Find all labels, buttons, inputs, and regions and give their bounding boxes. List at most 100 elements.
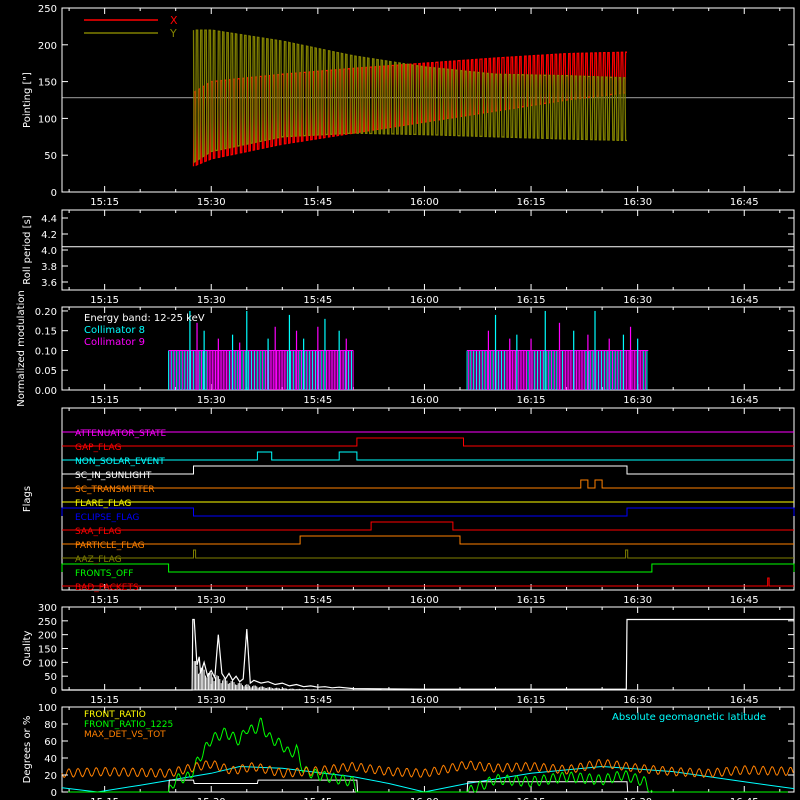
x-tick-label: 15:45 [303, 595, 332, 606]
x-tick-label: 15:30 [197, 295, 226, 306]
x-tick-label: 16:45 [730, 197, 759, 208]
x-tick-label: 16:15 [517, 695, 546, 706]
y-axis-label: Pointing ["] [22, 72, 33, 128]
flag-saa_flag-line [62, 521, 794, 531]
modulation-frame [61, 306, 795, 391]
y-tick-label: 0.15 [35, 327, 57, 338]
x-tick-label: 15:15 [90, 395, 119, 406]
y-axis-label: Degrees or % [22, 716, 33, 784]
x-tick-label: 15:15 [90, 295, 119, 306]
y-tick-label: 0.00 [35, 386, 57, 397]
flags-plot [61, 431, 795, 587]
x-tick-label: 16:15 [517, 295, 546, 306]
y-tick-label: 60 [44, 737, 57, 748]
flag-fronts_off-line [61, 563, 795, 573]
x-tick-label: 16:00 [410, 695, 439, 706]
x-tick-label: 16:30 [623, 295, 652, 306]
modulation-axes: 15:15 15:30 15:45 16:00 16:15 16:30 16:45 0.00 0… [16, 290, 795, 407]
flags-axes: 15:15 15:30 15:45 16:00 16:15 16:30 16:45 Flags… [22, 407, 795, 606]
x-tick-label: 15:30 [197, 695, 226, 706]
quality-plot [62, 618, 794, 691]
x-tick-label: 15:15 [90, 797, 119, 800]
flag-label: SAA_FLAG [75, 527, 121, 537]
y-tick-label: 3.8 [41, 262, 57, 273]
x-tick-label: 16:45 [730, 595, 759, 606]
y-tick-label: 200 [38, 41, 57, 52]
flag-label: ATTENUATOR_STATE [75, 429, 167, 439]
x-tick-label: 16:00 [410, 295, 439, 306]
flag-particle_flag-line [62, 535, 794, 545]
flag-sc_in_sunlight-line [62, 465, 794, 475]
x-tick-label: 15:45 [303, 395, 332, 406]
flag-label: ECLIPSE_FLAG [75, 513, 139, 523]
y-tick-label: 0.05 [35, 366, 57, 377]
y-tick-label: 150 [38, 645, 57, 656]
flag-bad_packets-line [62, 577, 794, 587]
y-tick-label: 50 [44, 672, 57, 683]
y-tick-label: 4.4 [41, 214, 57, 225]
flag-aaz_flag-line [62, 549, 794, 559]
x-tick-label: 15:45 [303, 797, 332, 800]
x-tick-label: 16:30 [623, 197, 652, 208]
x-tick-label: 16:30 [623, 595, 652, 606]
annotation-label: Absolute geomagnetic latitude [612, 712, 766, 723]
geomagnetic-axes: 15:15 15:30 15:45 16:00 16:15 16:30 16:45 0 20 40… [22, 703, 795, 800]
y-axis-label: Roll period [s] [22, 215, 33, 284]
y-tick-label: 4.2 [41, 230, 57, 241]
series-absolute-geomagnetic-latitude-line [61, 765, 795, 793]
legend-label: X [170, 14, 178, 27]
y-tick-label: 0 [51, 788, 57, 799]
flag-label: AAZ_FLAG [75, 555, 122, 565]
x-tick-label: 16:30 [623, 695, 652, 706]
x-tick-label: 16:30 [623, 395, 652, 406]
y-tick-label: 3.6 [41, 278, 57, 289]
x-tick-label: 16:15 [517, 395, 546, 406]
y-tick-label: 0.10 [35, 346, 57, 357]
y-tick-label: 0 [51, 188, 57, 199]
flag-label: FRONTS_OFF [75, 569, 133, 579]
x-tick-label: 16:30 [623, 797, 652, 800]
roll_period-axes: 15:15 15:30 15:45 16:00 16:15 16:30 16:45 3.6 3.… [22, 209, 795, 306]
x-tick-label: 15:15 [90, 197, 119, 208]
pointing-plot [62, 29, 794, 167]
y-tick-label: 0 [51, 686, 57, 697]
flag-label: BAD_PACKETS [75, 583, 139, 593]
y-tick-label: 250 [38, 4, 57, 15]
x-tick-label: 16:15 [517, 197, 546, 208]
x-tick-label: 15:15 [90, 695, 119, 706]
series-front-ratio-1225-line [62, 717, 794, 793]
legend-label: Collimator 8 [84, 325, 145, 336]
modulation-plot [168, 310, 649, 390]
x-tick-label: 15:15 [90, 595, 119, 606]
y-tick-label: 20 [44, 771, 57, 782]
flags-frame [61, 407, 795, 591]
y-tick-label: 0.20 [35, 307, 57, 318]
flag-gap_flag-line [62, 437, 794, 447]
legend-label: MAX_DET_VS_TOT [84, 730, 166, 740]
geomagnetic-plot [61, 717, 795, 793]
y-tick-label: 250 [38, 617, 57, 628]
flag-label: GAP_FLAG [75, 443, 121, 453]
x-tick-label: 16:45 [730, 695, 759, 706]
legend-label: FRONT_RATIO [84, 710, 146, 720]
y-tick-label: 150 [38, 78, 57, 89]
flag-non_solar_event-line [62, 451, 794, 461]
series-front-ratio-line [62, 779, 794, 793]
x-tick-label: 15:45 [303, 295, 332, 306]
pointing-axes: 15:15 15:30 15:45 16:00 16:15 16:30 16:45 0 50 10… [22, 4, 795, 208]
y-tick-label: 4.0 [41, 246, 57, 257]
y-tick-label: 100 [38, 703, 57, 714]
quality-line [62, 618, 794, 691]
flag-label: NON_SOLAR_EVENT [75, 457, 165, 467]
flag-label: SC_IN_SUNLIGHT [75, 471, 152, 481]
x-tick-label: 16:45 [730, 395, 759, 406]
x-tick-label: 16:45 [730, 295, 759, 306]
pointing-frame [61, 7, 795, 193]
x-tick-label: 15:45 [303, 695, 332, 706]
y-tick-label: 100 [38, 114, 57, 125]
y-tick-label: 80 [44, 720, 57, 731]
x-tick-label: 15:30 [197, 197, 226, 208]
flag-sc_transmitter-line [62, 479, 794, 489]
y-tick-label: 40 [44, 754, 57, 765]
